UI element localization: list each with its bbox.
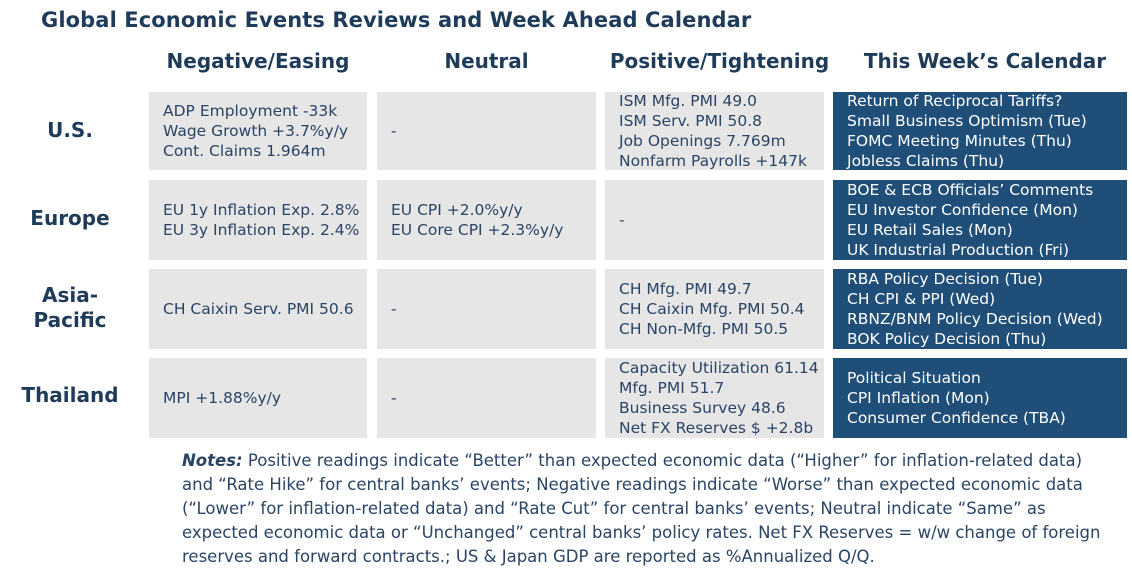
calendar-item: Consumer Confidence (TBA): [847, 409, 1066, 427]
column-header-positive: Positive/Tightening: [609, 49, 830, 73]
calendar-item: Return of Reciprocal Tariffs?: [847, 92, 1063, 110]
table-cell-line: -: [391, 300, 397, 318]
calendar-item: UK Industrial Production (Fri): [847, 241, 1070, 259]
page-title: Global Economic Events Reviews and Week …: [41, 8, 752, 32]
table-cell-line: ISM Serv. PMI 50.8: [619, 112, 763, 130]
thailand-calendar-cell: Political Situation CPI Inflation (Mon) …: [833, 358, 1127, 438]
table-cell-line: CH Non-Mfg. PMI 50.5: [619, 320, 789, 338]
row-header-asia-pacific-line2: Pacific: [33, 308, 107, 332]
calendar-item: BOK Policy Decision (Thu): [847, 330, 1047, 348]
us-neutral-cell: -: [377, 92, 596, 170]
calendar-item: BOE & ECB Officials’ Comments: [847, 181, 1094, 199]
row-header-us: U.S.: [47, 118, 93, 142]
calendar-item: Jobless Claims (Thu): [847, 152, 1005, 170]
column-header-neutral: Neutral: [444, 49, 529, 73]
table-cell-line: Wage Growth +3.7%y/y: [163, 122, 349, 140]
asia-pacific-negative-cell: CH Caixin Serv. PMI 50.6: [149, 269, 367, 349]
table-cell-line: Nonfarm Payrolls +147k: [619, 152, 807, 170]
calendar-item: EU Investor Confidence (Mon): [847, 201, 1078, 219]
table-cell-line: Business Survey 48.6: [619, 399, 786, 417]
europe-calendar-cell: BOE & ECB Officials’ Comments EU Investo…: [833, 180, 1127, 260]
us-positive-cell: ISM Mfg. PMI 49.0 ISM Serv. PMI 50.8 Job…: [605, 92, 824, 170]
row-header-asia-pacific-line1: Asia-: [41, 283, 99, 307]
notes-text: Positive readings indicate “Better” than…: [182, 451, 1101, 566]
table-cell-line: CH Caixin Mfg. PMI 50.4: [619, 300, 805, 318]
table-cell-line: Capacity Utilization 61.14: [619, 359, 819, 377]
thailand-neutral-cell: -: [377, 358, 596, 438]
row-header-asia-pacific: Asia- Pacific: [10, 283, 130, 333]
table-cell-line: -: [391, 389, 397, 407]
asia-pacific-neutral-cell: -: [377, 269, 596, 349]
europe-neutral-cell: EU CPI +2.0%y/y EU Core CPI +2.3%y/y: [377, 180, 596, 260]
table-cell-line: ADP Employment -33k: [163, 102, 338, 120]
table-cell-line: Net FX Reserves $ +2.8b: [619, 419, 814, 437]
europe-positive-cell: -: [605, 180, 824, 260]
calendar-item: EU Retail Sales (Mon): [847, 221, 1013, 239]
table-cell-line: -: [619, 211, 625, 229]
thailand-positive-cell: Capacity Utilization 61.14 Mfg. PMI 51.7…: [605, 358, 824, 438]
asia-pacific-calendar-cell: RBA Policy Decision (Tue) CH CPI & PPI (…: [833, 269, 1127, 349]
europe-negative-cell: EU 1y Inflation Exp. 2.8% EU 3y Inflatio…: [149, 180, 367, 260]
table-cell-line: Cont. Claims 1.964m: [163, 142, 326, 160]
table-cell-line: -: [391, 122, 397, 140]
table-cell-line: EU CPI +2.0%y/y: [391, 201, 523, 219]
calendar-item: Political Situation: [847, 369, 981, 387]
table-cell-line: CH Caixin Serv. PMI 50.6: [163, 300, 354, 318]
column-header-calendar: This Week’s Calendar: [863, 49, 1107, 73]
calendar-item: RBNZ/BNM Policy Decision (Wed): [847, 310, 1103, 328]
table-cell-line: Job Openings 7.769m: [619, 132, 786, 150]
notes-paragraph: Notes: Positive readings indicate “Bette…: [182, 449, 1112, 569]
row-header-thailand: Thailand: [21, 383, 119, 407]
column-header-negative: Negative/Easing: [166, 49, 350, 73]
calendar-item: RBA Policy Decision (Tue): [847, 270, 1043, 288]
row-header-europe: Europe: [30, 206, 110, 230]
table-cell-line: MPI +1.88%y/y: [163, 389, 282, 407]
us-calendar-cell: Return of Reciprocal Tariffs? Small Busi…: [833, 92, 1127, 170]
calendar-item: FOMC Meeting Minutes (Thu): [847, 132, 1072, 150]
table-cell-line: Mfg. PMI 51.7: [619, 379, 725, 397]
us-negative-cell: ADP Employment -33k Wage Growth +3.7%y/y…: [149, 92, 367, 170]
table-cell-line: EU Core CPI +2.3%y/y: [391, 221, 564, 239]
table-cell-line: EU 3y Inflation Exp. 2.4%: [163, 221, 360, 239]
asia-pacific-positive-cell: CH Mfg. PMI 49.7 CH Caixin Mfg. PMI 50.4…: [605, 269, 824, 349]
table-cell-line: CH Mfg. PMI 49.7: [619, 280, 752, 298]
calendar-item: CH CPI & PPI (Wed): [847, 290, 996, 308]
table-cell-line: ISM Mfg. PMI 49.0: [619, 92, 757, 110]
calendar-item: Small Business Optimism (Tue): [847, 112, 1087, 130]
thailand-negative-cell: MPI +1.88%y/y: [149, 358, 367, 438]
table-cell-line: EU 1y Inflation Exp. 2.8%: [163, 201, 360, 219]
calendar-item: CPI Inflation (Mon): [847, 389, 990, 407]
notes-label: Notes:: [182, 451, 243, 470]
